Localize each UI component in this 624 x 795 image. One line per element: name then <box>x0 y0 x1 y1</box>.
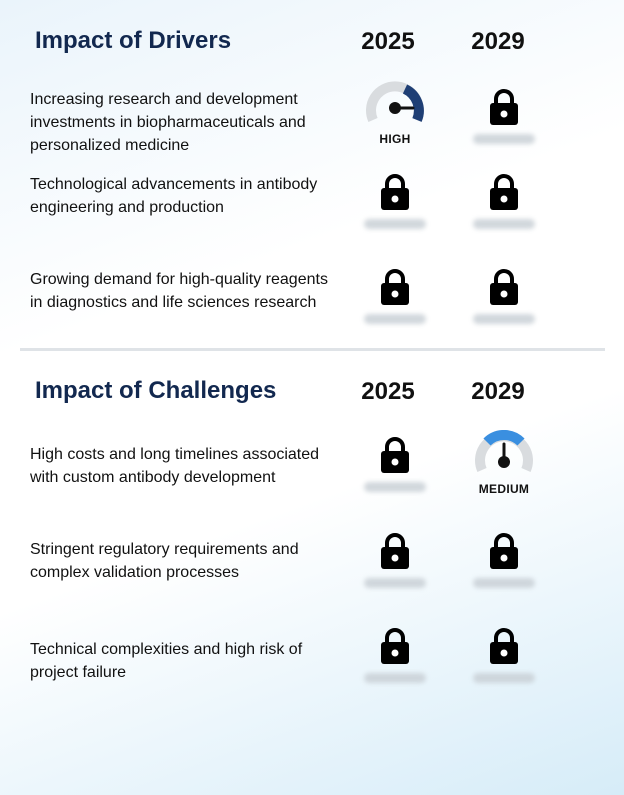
driver-cell-2025[interactable] <box>355 173 435 229</box>
locked-placeholder <box>364 578 426 588</box>
gauge-high-icon <box>366 81 424 122</box>
challenges-year-2029: 2029 <box>471 378 525 405</box>
driver-gauge-label: HIGH <box>379 132 411 146</box>
locked-placeholder <box>364 219 426 229</box>
locked-placeholder <box>364 673 426 683</box>
driver-row-text: Increasing research and development inve… <box>30 91 306 154</box>
lock-icon <box>490 174 518 210</box>
lock-icon <box>381 174 409 210</box>
challenges-year-2025: 2025 <box>361 378 415 405</box>
locked-placeholder <box>364 482 426 492</box>
lock-icon <box>490 89 518 125</box>
drivers-title: Impact of Drivers <box>35 27 232 54</box>
lock-icon <box>381 628 409 664</box>
driver-cell-2029[interactable] <box>464 88 544 144</box>
driver-row-text: Technological advancements in antibody e… <box>30 176 318 216</box>
challenge-row-text: Technical complexities and high risk of … <box>30 641 303 681</box>
lock-icon <box>490 628 518 664</box>
driver-cell-2029[interactable] <box>464 268 544 324</box>
challenges-title: Impact of Challenges <box>35 377 277 404</box>
locked-placeholder <box>473 673 535 683</box>
lock-icon <box>381 269 409 305</box>
challenge-cell-2025[interactable] <box>355 627 435 683</box>
challenge-gauge-label: MEDIUM <box>478 482 530 496</box>
challenge-row-text: Stringent regulatory requirements and co… <box>30 541 299 581</box>
challenge-cell-2025[interactable] <box>355 436 435 492</box>
driver-row-text: Growing demand for high-quality reagents… <box>30 271 328 311</box>
locked-placeholder <box>473 134 535 144</box>
lock-icon <box>381 533 409 569</box>
lock-icon <box>490 533 518 569</box>
gauge-medium-icon <box>475 430 533 472</box>
drivers-year-2029: 2029 <box>471 28 525 55</box>
driver-cell-2025[interactable] <box>355 268 435 324</box>
drivers-year-2025: 2025 <box>361 28 415 55</box>
challenge-cell-2025[interactable] <box>355 532 435 588</box>
challenge-row-text: High costs and long timelines associated… <box>30 446 320 486</box>
locked-placeholder <box>473 578 535 588</box>
challenge-cell-2029[interactable] <box>464 627 544 683</box>
lock-icon <box>490 269 518 305</box>
section-divider <box>20 348 605 351</box>
driver-cell-2025: HIGH <box>355 80 435 146</box>
locked-placeholder <box>473 314 535 324</box>
challenge-cell-2029[interactable] <box>464 532 544 588</box>
driver-cell-2029[interactable] <box>464 173 544 229</box>
locked-placeholder <box>473 219 535 229</box>
challenge-cell-2029: MEDIUM <box>464 430 544 496</box>
locked-placeholder <box>364 314 426 324</box>
lock-icon <box>381 437 409 473</box>
